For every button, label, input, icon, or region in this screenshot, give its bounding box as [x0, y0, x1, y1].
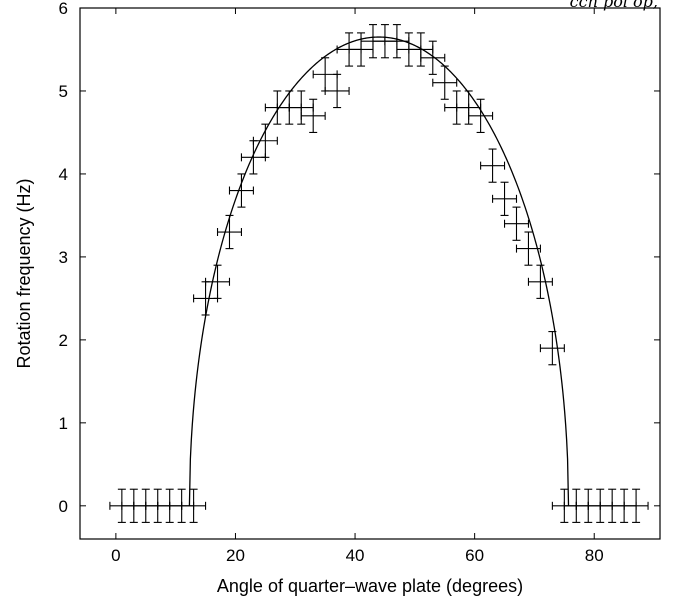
data-point: [300, 98, 326, 134]
x-tick-label: 0: [111, 546, 120, 565]
data-point: [492, 181, 518, 216]
y-tick-label: 6: [59, 0, 68, 18]
data-point: [515, 231, 541, 266]
data-point: [468, 98, 494, 134]
data-point: [205, 264, 231, 299]
data-point: [527, 264, 553, 299]
x-tick-label: 40: [346, 546, 365, 565]
top-cropped-text: ccn pol op,: [570, 0, 658, 11]
y-tick-label: 3: [59, 248, 68, 267]
data-point: [539, 331, 565, 366]
data-point: [216, 214, 242, 250]
data-point: [480, 148, 506, 183]
x-tick-label: 80: [585, 546, 604, 565]
y-axis-ticks: 0 1 2 3 4 5 6: [59, 0, 660, 516]
x-tick-label: 60: [465, 546, 484, 565]
data-point: [420, 40, 446, 75]
y-tick-label: 4: [59, 165, 68, 184]
y-tick-label: 2: [59, 331, 68, 350]
top-text: ccn pol op,: [570, 0, 658, 11]
y-tick-label: 1: [59, 414, 68, 433]
fit-curve-group: [188, 36, 570, 506]
plot-frame: [79, 7, 661, 540]
data-point: [324, 73, 350, 109]
data-point: [432, 65, 458, 100]
y-axis-label: Rotation frequency (Hz): [14, 178, 34, 368]
data-point: [503, 206, 530, 241]
x-tick-label: 20: [226, 546, 245, 565]
data-point: [181, 488, 207, 523]
y-tick-label: 0: [59, 497, 68, 516]
data-points-group: [109, 24, 649, 523]
y-tick-label: 5: [59, 82, 68, 101]
x-axis-ticks: 0 20 40 60 80: [111, 8, 604, 565]
data-point: [228, 173, 254, 208]
fit-curve: [188, 36, 570, 506]
x-axis-label: Angle of quarter–wave plate (degrees): [217, 576, 523, 596]
data-point: [623, 488, 649, 523]
data-point: [252, 123, 278, 158]
